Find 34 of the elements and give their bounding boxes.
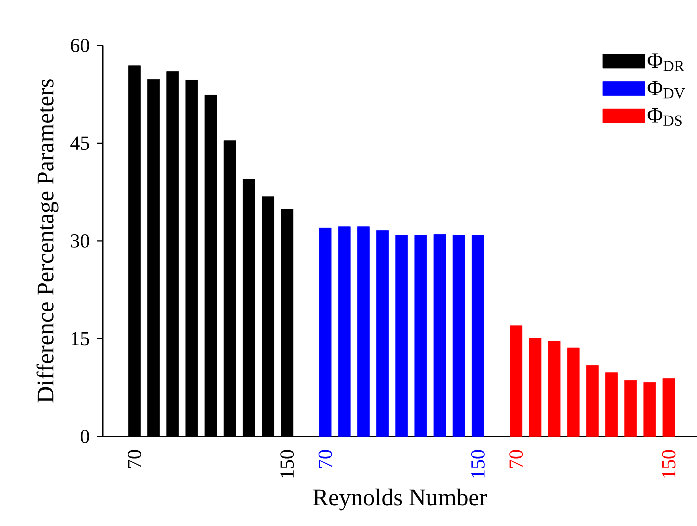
legend-label: Φ$_{DV}$: [648, 81, 686, 99]
bar: [452, 235, 466, 437]
bar: [357, 226, 370, 437]
bar: [414, 235, 428, 437]
bar: [376, 230, 389, 437]
bar: [586, 365, 599, 437]
x-tick-label: 70: [128, 450, 142, 468]
bar: [567, 348, 580, 437]
y-tick-label: 60: [71, 38, 90, 52]
bar: [529, 338, 542, 437]
y-tick-label: 0: [80, 430, 90, 444]
y-tick-label: 15: [72, 332, 90, 346]
bar: [548, 341, 561, 437]
x-tick-label: 150: [471, 450, 485, 478]
x-tick-label: 150: [280, 450, 294, 478]
bar: [624, 380, 638, 437]
bar: [319, 228, 332, 437]
bar: [662, 378, 676, 437]
bar: [606, 372, 618, 437]
x-tick-label: 150: [662, 450, 676, 478]
y-axis-title: Difference Percentage Parameters: [36, 80, 59, 403]
legend-label: Φ$_{DR}$: [648, 54, 685, 72]
bar: [510, 326, 523, 437]
x-tick-label: 70: [510, 450, 524, 468]
bar: [396, 235, 408, 437]
bar: [434, 234, 446, 437]
bar: [644, 382, 656, 437]
bar: [338, 226, 351, 437]
x-axis-title: Reynolds Number: [313, 488, 488, 511]
y-tick-label: 30: [71, 234, 90, 248]
y-tick-label: 45: [70, 136, 90, 150]
x-tick-label: 70: [318, 450, 332, 468]
bar: [472, 235, 484, 437]
legend-label: Φ$_{DS}$: [648, 108, 682, 126]
